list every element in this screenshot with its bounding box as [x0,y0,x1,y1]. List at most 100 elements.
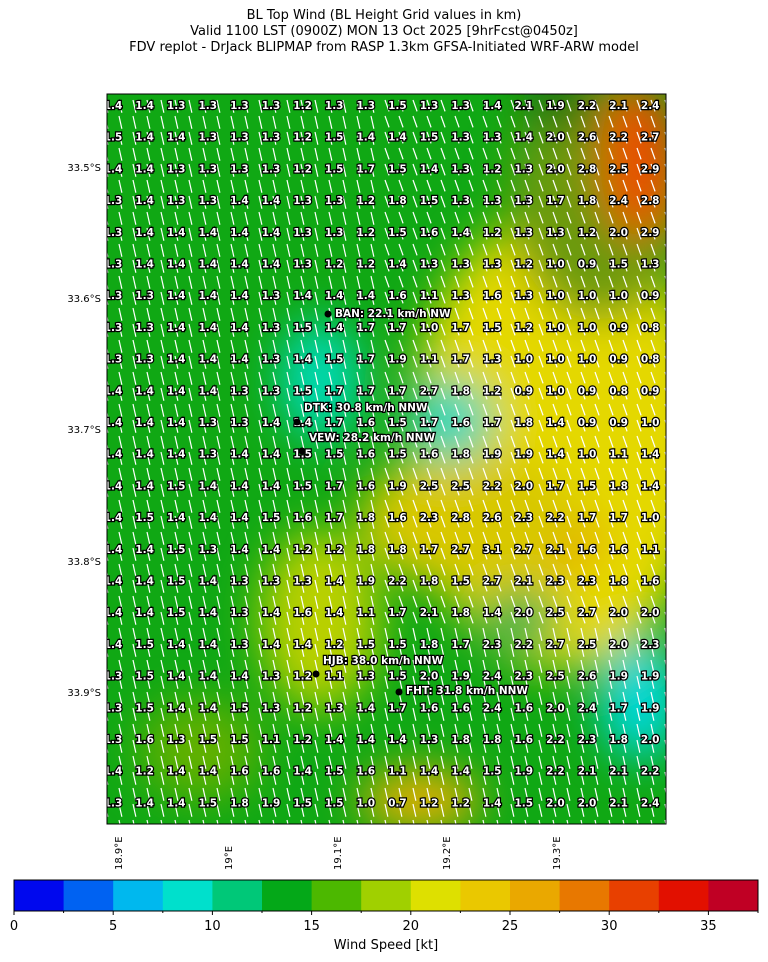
grid-value: 1.5 [230,702,249,714]
wind-arrow [412,419,418,432]
grid-value: 1.8 [356,512,375,524]
wind-arrow [132,307,137,321]
wind-arrow [314,259,319,273]
wind-arrow [328,531,333,545]
wind-arrow [146,163,151,177]
grid-value: 1.4 [167,639,186,651]
grid-value: 1.3 [514,195,533,207]
wind-arrow [356,675,361,689]
wind-arrow [286,755,291,769]
grid-value: 1.3 [451,259,470,271]
wind-arrow [244,99,249,113]
wind-arrow [580,99,586,112]
wind-arrow [202,771,207,785]
wind-arrow [174,595,179,609]
site-marker[interactable] [395,688,403,696]
wind-arrow [202,707,207,721]
wind-arrow [608,739,613,753]
wind-arrow [258,467,263,481]
wind-arrow [272,323,277,337]
wind-arrow [174,707,179,721]
wind-arrow [202,179,207,193]
wind-arrow [622,771,627,785]
wind-arrow [244,115,249,129]
wind-arrow [608,691,613,705]
wind-arrow [188,195,193,209]
wind-arrow [594,563,600,576]
wind-arrow [454,403,460,416]
wind-arrow [426,355,432,368]
wind-arrow [468,723,473,737]
wind-arrow [272,307,277,321]
wind-arrow [160,131,165,145]
wind-arrow [440,147,446,160]
wind-arrow [230,739,235,753]
wind-arrow [566,211,572,224]
wind-arrow [286,227,291,241]
wind-arrow [328,675,333,689]
wind-arrow [496,179,502,192]
grid-value: 1.7 [356,385,375,397]
wind-arrow [230,227,235,241]
grid-value: 1.5 [198,797,217,809]
wind-arrow [216,659,221,673]
wind-arrow [510,787,515,801]
wind-arrow [286,275,291,289]
wind-arrow [258,723,263,737]
wind-arrow [342,707,347,721]
colorbar-swatch [510,880,561,911]
wind-arrow [496,563,502,576]
grid-value: 1.3 [262,163,281,175]
wind-arrow [538,259,544,272]
wind-arrow [426,275,432,288]
wind-arrow [300,531,305,545]
wind-arrow [132,179,137,193]
wind-arrow [580,147,586,160]
grid-value: 1.3 [167,100,186,112]
wind-arrow [314,787,319,801]
wind-arrow [622,435,628,448]
wind-arrow [398,483,404,496]
wind-arrow [496,611,502,624]
wind-arrow [272,403,277,417]
wind-arrow [412,403,418,416]
wind-arrow [524,115,530,128]
grid-value: 1.3 [262,576,281,588]
site-marker[interactable] [324,310,332,318]
wind-arrow [174,579,179,593]
wind-arrow [188,355,193,369]
wind-arrow [216,195,221,209]
wind-arrow [580,579,586,592]
wind-arrow [202,211,207,225]
wind-arrow [496,275,502,288]
site-marker[interactable] [312,670,320,678]
wind-arrow [230,435,235,449]
wind-arrow [608,403,614,416]
wind-arrow [244,787,249,801]
colorbar-label: Wind Speed [kt] [334,938,438,953]
grid-value: 2.7 [578,607,597,619]
grid-value: 1.5 [167,607,186,619]
wind-arrow [398,547,404,560]
wind-arrow [650,531,656,544]
wind-arrow [258,739,263,753]
wind-arrow [398,291,404,304]
site-marker[interactable] [298,447,306,455]
grid-value: 1.6 [262,766,281,778]
wind-arrow [566,227,572,240]
wind-arrow [552,227,558,240]
grid-value: 2.0 [546,797,565,809]
wind-arrow [342,179,347,193]
wind-arrow [622,115,628,128]
wind-arrow [244,355,249,369]
site-marker[interactable] [293,418,301,426]
wind-arrow [580,723,585,737]
colorbar-swatch [113,880,164,911]
wind-arrow [608,755,613,769]
grid-value: 1.8 [420,576,439,588]
wind-arrow [538,659,543,673]
wind-arrow [664,819,666,824]
grid-value: 1.2 [293,132,312,144]
wind-arrow [216,803,221,817]
grid-value: 1.4 [167,290,186,302]
